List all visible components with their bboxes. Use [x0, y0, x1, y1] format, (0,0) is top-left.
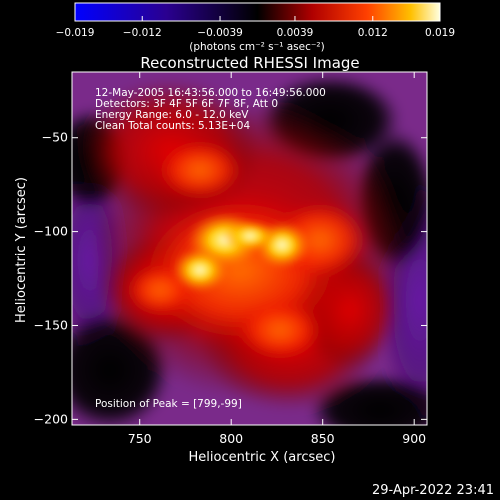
annotation-line: Clean Total counts: 5.13E+04 [95, 120, 250, 132]
x-axis-label: Heliocentric X (arcsec) [189, 450, 336, 465]
annotation-line: 12-May-2005 16:43:56.000 to 16:49:56.000 [95, 87, 326, 99]
colorbar-tick-label: 0.0039 [277, 27, 314, 39]
chart-title: Reconstructed RHESSI Image [140, 54, 359, 72]
colorbar-ticks: −0.019 −0.012 −0.0039 0.0039 0.012 0.019 [56, 16, 455, 39]
y-tick-label: −100 [34, 224, 68, 239]
y-tick-label: −200 [34, 411, 68, 426]
x-tick-label: 800 [219, 431, 243, 446]
colorbar-tick-label: −0.012 [123, 27, 162, 39]
x-tick-label: 900 [402, 431, 426, 446]
colorbar [74, 2, 441, 22]
annotation-line: Detectors: 3F 4F 5F 6F 7F 8F, Att 0 [95, 98, 278, 110]
colorbar-tick-label: −0.019 [56, 27, 95, 39]
colorbar-unit-label: (photons cm⁻² s⁻¹ asec⁻²) [189, 41, 324, 53]
colorbar-tick-label: 0.012 [358, 27, 388, 39]
x-tick-label: 750 [128, 431, 152, 446]
colorbar-tick-label: 0.019 [425, 27, 455, 39]
colorbar-tick-label: −0.0039 [197, 27, 243, 39]
plot-frame [71, 71, 428, 426]
x-tick-label: 850 [311, 431, 335, 446]
peak-position-label: Position of Peak = [799,-99] [95, 398, 242, 410]
annotation-block: 12-May-2005 16:43:56.000 to 16:49:56.000… [95, 87, 326, 132]
axis-ticks: 750 800 850 900 −50 −100 −150 −200 [34, 72, 427, 446]
timestamp: 29-Apr-2022 23:41 [372, 483, 494, 498]
y-axis-label: Heliocentric Y (arcsec) [14, 177, 29, 323]
heatmap-image [72, 72, 427, 425]
y-tick-label: −150 [34, 317, 68, 332]
annotation-line: Energy Range: 6.0 - 12.0 keV [95, 109, 249, 121]
y-tick-label: −50 [42, 130, 68, 145]
